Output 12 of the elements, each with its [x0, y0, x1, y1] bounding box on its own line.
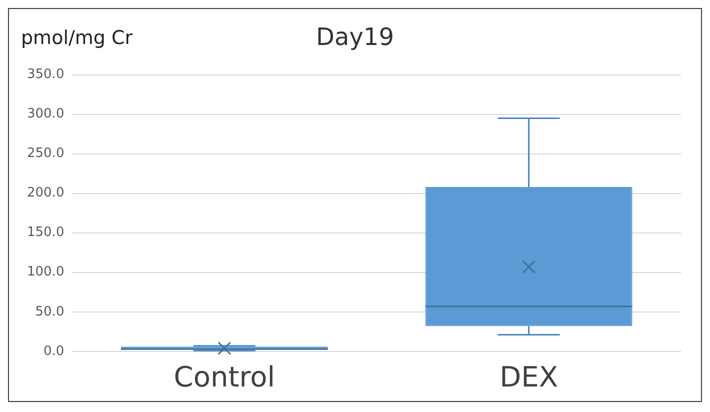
y-tick-label: 50.0	[35, 304, 64, 320]
y-tick-label: 100.0	[27, 264, 64, 280]
y-tick-label: 0.0	[44, 344, 64, 359]
y-tick-label: 150.0	[27, 225, 64, 240]
chart-title: Day19	[316, 23, 394, 51]
y-tick-label: 300.0	[27, 106, 64, 122]
x-tick-label: DEX	[500, 360, 558, 394]
y-tick-label: 250.0	[27, 146, 64, 162]
y-tick-label: 350.0	[27, 67, 64, 82]
y-axis-title: pmol/mg Cr	[21, 27, 133, 49]
y-tick-label: 200.0	[27, 186, 64, 201]
x-tick-label: Control	[174, 360, 276, 394]
